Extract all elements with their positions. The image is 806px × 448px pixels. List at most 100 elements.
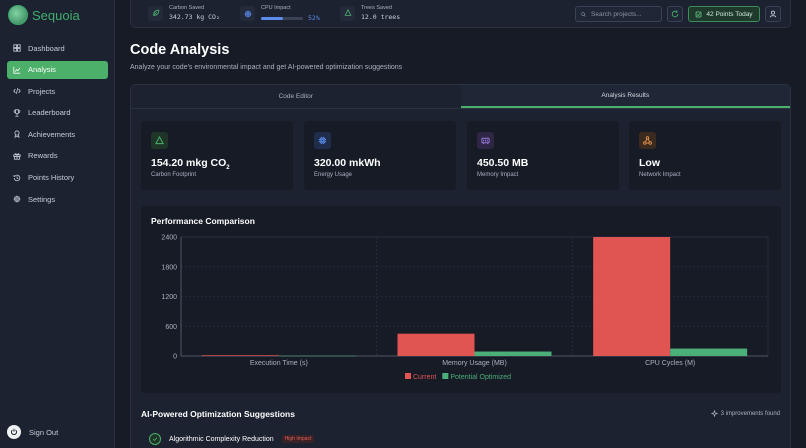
tree-icon — [340, 5, 355, 21]
legend-label: Current — [413, 374, 436, 381]
trees-saved-label: Trees Saved — [361, 5, 392, 11]
metric-label: Memory Impact — [477, 172, 519, 178]
search-box[interactable] — [575, 6, 662, 22]
tab-code-editor[interactable]: Code Editor — [278, 93, 313, 100]
bar-current — [201, 355, 279, 356]
sidebar-item-label: Settings — [28, 194, 56, 204]
chart-icon — [13, 66, 21, 74]
sidebar-item-settings[interactable]: Settings — [7, 190, 108, 208]
cpu-impact-fill — [261, 16, 283, 20]
x-tick-label: Execution Time (s) — [250, 360, 308, 367]
sidebar-item-points-history[interactable]: Points History — [7, 169, 108, 187]
points-today-label: 42 Points Today — [706, 10, 753, 18]
sidebar-item-label: Achievements — [28, 129, 76, 139]
metric-card-carbon: 154.20 mkg CO2 Carbon Footprint — [141, 121, 293, 190]
refresh-button[interactable] — [667, 6, 683, 22]
page-title: Code Analysis — [130, 42, 230, 58]
sidebar: Sequoia Dashboard Analysis Projects Lead… — [0, 0, 115, 448]
x-tick-label: CPU Cycles (M) — [645, 360, 695, 367]
sidebar-item-projects[interactable]: Projects — [7, 82, 108, 100]
leaf-icon — [148, 5, 163, 21]
sidebar-item-label: Dashboard — [28, 43, 65, 53]
trees-saved-value: 12.0 trees — [361, 13, 401, 21]
sidebar-item-dashboard[interactable]: Dashboard — [7, 39, 108, 57]
tab-bar: Code Editor Analysis Results — [131, 85, 790, 109]
suggestion-item[interactable]: Algorithmic Complexity Reduction High Im… — [149, 433, 315, 445]
points-today-button[interactable]: 42 Points Today — [688, 6, 760, 22]
metric-label: Network Impact — [639, 172, 681, 178]
cpu-impact-bar — [261, 16, 303, 20]
metric-value: 154.20 mkg CO2 — [151, 157, 230, 172]
gift-icon — [13, 152, 21, 160]
cpu-icon — [240, 6, 255, 21]
history-icon — [13, 174, 21, 182]
carbon-saved-label: Carbon Saved — [169, 5, 205, 11]
search-icon — [581, 11, 586, 17]
suggestions-count-label: 3 improvements found — [720, 410, 780, 417]
search-input[interactable] — [591, 10, 661, 18]
metric-value: 320.00 mkWh — [314, 157, 381, 169]
performance-chart-card: Performance Comparison 0 600 1200 1800 2400 E… — [141, 206, 781, 393]
legend-label: Potential Optimized — [450, 374, 511, 381]
chart-title: Performance Comparison — [151, 216, 255, 226]
metric-card-network: Low Network Impact — [629, 121, 781, 190]
points-icon — [696, 11, 702, 17]
metric-value: 450.50 MB — [477, 157, 529, 169]
y-tick-label: 0 — [173, 354, 177, 361]
cpu-impact-label: CPU Impact — [261, 5, 291, 11]
performance-chart: 0 600 1200 1800 2400 Execution Time (s) Memory… — [161, 235, 769, 381]
sidebar-item-label: Projects — [28, 86, 56, 96]
metric-label: Carbon Footprint — [151, 172, 197, 178]
page-subtitle: Analyze your code's environmental impact… — [130, 64, 403, 71]
sidebar-item-label: Points History — [28, 173, 75, 183]
brand[interactable]: Sequoia — [8, 5, 80, 25]
trees-saved-stat: Trees Saved 12.0 trees — [340, 5, 400, 21]
gear-icon — [13, 195, 21, 203]
award-icon — [13, 130, 21, 139]
cpu-impact-value: 52% — [308, 14, 320, 22]
impact-badge: High Impact — [281, 435, 315, 443]
legend-swatch — [405, 373, 411, 379]
user-icon — [769, 10, 777, 18]
suggestion-name: Algorithmic Complexity Reduction — [169, 435, 274, 443]
x-tick-label: Memory Usage (MB) — [442, 360, 507, 367]
y-tick-label: 600 — [165, 324, 177, 331]
metric-label: Energy Usage — [314, 172, 353, 178]
y-tick-label: 1800 — [161, 264, 177, 271]
bar-optimized — [278, 355, 356, 357]
dashboard-icon — [13, 44, 21, 52]
memory-icon — [477, 132, 494, 149]
check-circle-icon — [149, 433, 161, 445]
sidebar-item-rewards[interactable]: Rewards — [7, 147, 108, 165]
network-icon — [639, 132, 656, 149]
sign-out-icon — [7, 425, 21, 439]
code-icon — [13, 87, 21, 95]
sparkle-icon — [710, 410, 718, 417]
carbon-saved-stat: Carbon Saved 342.73 kg CO₂ — [148, 5, 220, 21]
sidebar-item-label: Leaderboard — [28, 108, 71, 118]
bar-current — [593, 237, 671, 356]
legend-swatch — [442, 373, 449, 379]
refresh-icon — [671, 10, 679, 18]
tree-logo-icon — [8, 5, 28, 25]
sidebar-item-achievements[interactable]: Achievements — [7, 125, 108, 143]
sign-out-button[interactable]: Sign Out — [7, 425, 58, 439]
triangle-icon — [151, 132, 168, 149]
bar-optimized — [670, 348, 748, 356]
suggestions-title: AI-Powered Optimization Suggestions — [141, 409, 295, 419]
user-menu-button[interactable] — [765, 6, 781, 22]
sidebar-item-analysis[interactable]: Analysis — [7, 60, 108, 79]
metric-value: Low — [639, 157, 660, 169]
brand-name: Sequoia — [32, 7, 80, 23]
trophy-icon — [13, 109, 21, 117]
bar-current — [397, 333, 475, 356]
sidebar-item-leaderboard[interactable]: Leaderboard — [7, 104, 108, 122]
analysis-panel: Code Editor Analysis Results 154.20 mkg … — [130, 84, 791, 448]
sidebar-item-label: Rewards — [28, 151, 58, 161]
metric-card-memory: 450.50 MB Memory Impact — [467, 121, 619, 190]
tab-analysis-results[interactable]: Analysis Results — [460, 85, 790, 108]
cpu-impact-stat: CPU Impact 52% — [240, 5, 320, 22]
sidebar-nav: Dashboard Analysis Projects Leaderboard … — [7, 39, 108, 212]
sidebar-item-label: Analysis — [28, 65, 56, 75]
bar-optimized — [474, 351, 552, 356]
